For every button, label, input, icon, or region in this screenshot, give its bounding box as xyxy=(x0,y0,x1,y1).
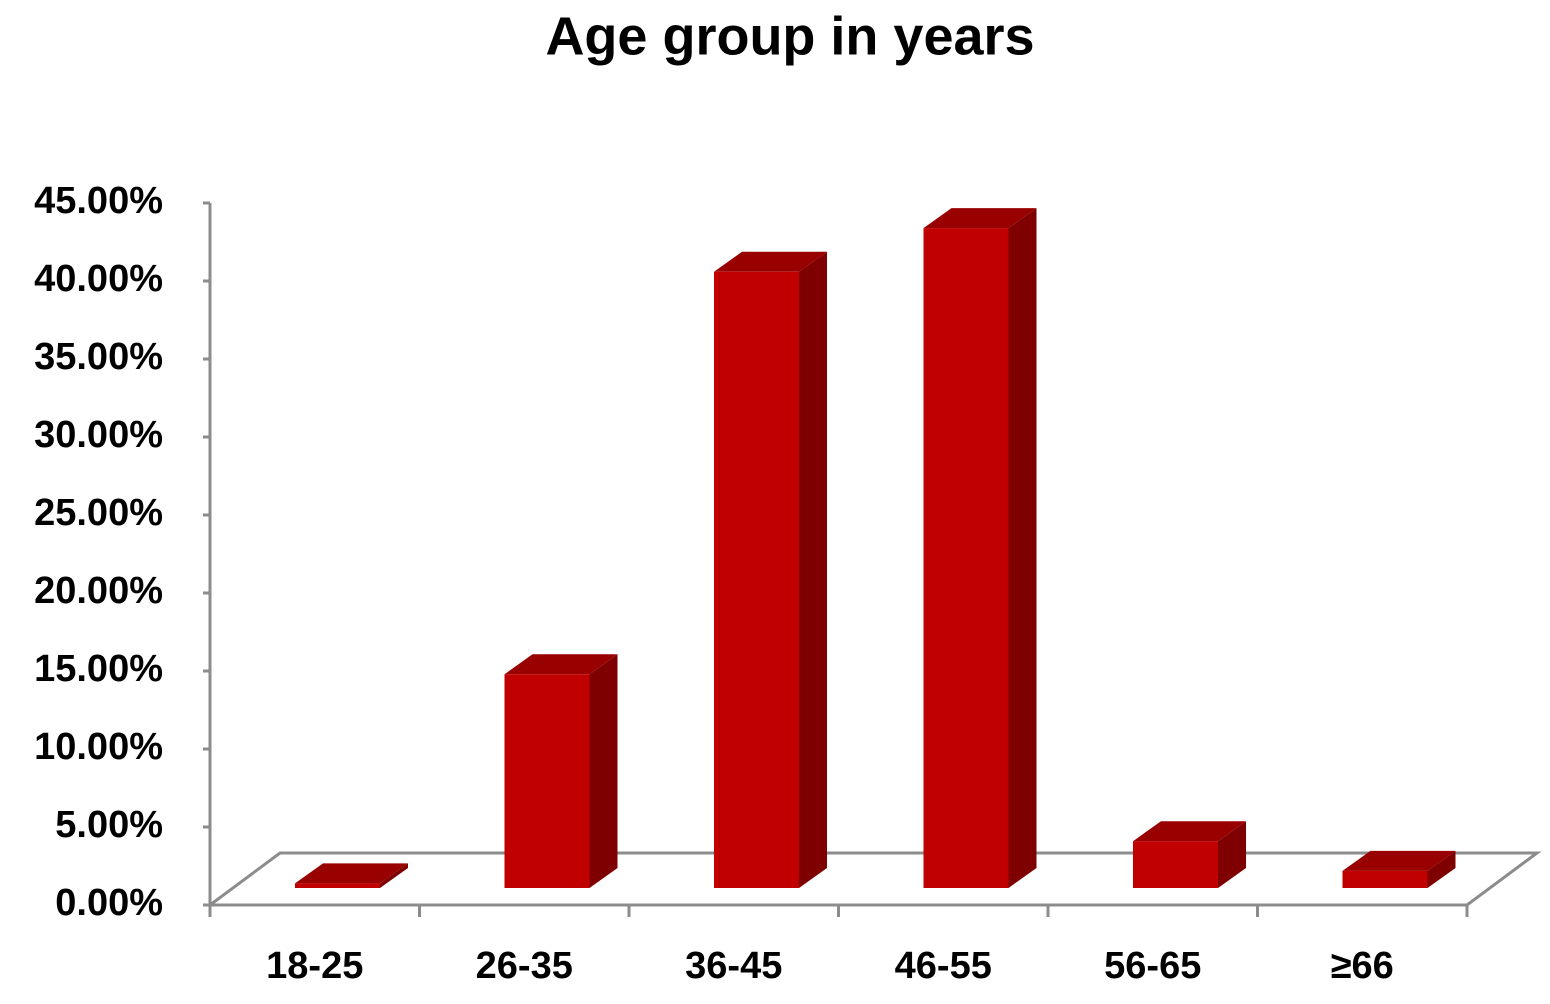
x-tick-label: 26-35 xyxy=(476,945,573,987)
bar-top xyxy=(295,863,408,884)
bar-side xyxy=(1008,208,1037,888)
bar xyxy=(504,674,590,888)
bar-top xyxy=(1342,850,1456,871)
chart-title: Age group in years xyxy=(545,6,1034,66)
y-tick-label: 25.00% xyxy=(34,492,163,534)
bar xyxy=(1342,870,1428,888)
bar-top xyxy=(504,654,618,675)
bar xyxy=(923,228,1009,888)
bar xyxy=(295,883,380,888)
x-tick-label: ≥66 xyxy=(1331,945,1394,987)
floor xyxy=(209,851,1542,907)
bar xyxy=(1133,841,1218,888)
y-tick-label: 10.00% xyxy=(34,726,163,768)
bar-top xyxy=(923,208,1037,229)
y-tick-label: 30.00% xyxy=(34,414,163,456)
bar-side xyxy=(380,863,408,888)
y-tick-label: 5.00% xyxy=(55,804,163,846)
bar-side xyxy=(1218,821,1246,888)
bar xyxy=(714,271,799,888)
y-tick-label: 45.00% xyxy=(34,180,163,222)
y-tick-label: 15.00% xyxy=(34,648,163,690)
y-tick-label: 20.00% xyxy=(34,570,163,612)
x-tick-label: 46-55 xyxy=(895,945,992,987)
bar-top xyxy=(714,251,827,272)
bar-side xyxy=(799,251,827,889)
x-tick-label: 56-65 xyxy=(1104,945,1201,987)
y-tick-label: 40.00% xyxy=(34,258,163,300)
y-tick-label: 0.00% xyxy=(55,882,163,924)
bar-side xyxy=(1427,850,1456,888)
x-tick-label: 18-25 xyxy=(266,945,363,987)
bar-top xyxy=(1133,821,1246,842)
bar-side xyxy=(589,654,618,888)
y-tick-label: 35.00% xyxy=(34,336,163,378)
x-tick-label: 36-45 xyxy=(685,945,782,987)
